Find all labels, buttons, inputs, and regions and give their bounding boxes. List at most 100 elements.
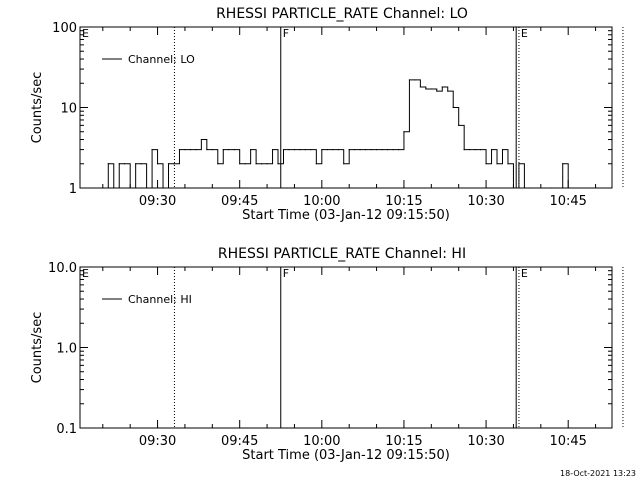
x-axis-label: Start Time (03-Jan-12 09:15:50) <box>242 208 450 223</box>
x-tick-label: 10:30 <box>467 194 504 209</box>
data-point <box>239 163 241 165</box>
data-point <box>271 148 274 151</box>
event-marker-label: F <box>283 27 289 40</box>
data-point <box>266 163 268 165</box>
data-point <box>375 148 378 151</box>
y-tick-label: 100 <box>52 21 77 36</box>
data-point <box>518 163 520 165</box>
data-point <box>551 187 553 188</box>
data-point <box>135 163 137 165</box>
legend-label: Channel: HI <box>128 293 192 306</box>
data-point <box>151 148 153 151</box>
data-point <box>102 187 104 188</box>
x-tick-label: 10:00 <box>303 434 340 449</box>
x-tick-label: 10:15 <box>385 434 422 449</box>
y-tick-label: 10 <box>60 102 77 117</box>
data-point <box>310 148 312 151</box>
x-tick-label: 10:45 <box>549 434 586 449</box>
x-tick-label: 09:45 <box>221 434 258 449</box>
data-point <box>200 138 202 141</box>
data-point <box>107 163 109 165</box>
data-point <box>167 163 170 165</box>
data-point <box>315 163 317 165</box>
data-point <box>485 163 487 165</box>
data-point <box>299 148 301 151</box>
data-point <box>326 148 328 151</box>
data-point <box>288 148 290 151</box>
x-tick-label: 09:30 <box>139 434 176 449</box>
data-point <box>474 148 476 151</box>
data-point <box>430 88 432 90</box>
data-point <box>211 148 213 151</box>
data-point <box>501 148 504 151</box>
data-point <box>173 163 175 165</box>
data-point <box>408 79 411 81</box>
chart-title: RHESSI PARTICLE_RATE Channel: HI <box>218 246 466 262</box>
data-point <box>124 163 126 165</box>
y-tick-label: 10.0 <box>48 261 77 276</box>
x-tick-label: 10:15 <box>385 194 422 209</box>
data-point <box>567 187 569 188</box>
data-point <box>392 148 394 151</box>
event-marker-label: F <box>283 267 289 280</box>
x-axis-label: Start Time (03-Jan-12 09:15:50) <box>242 448 450 463</box>
data-point <box>447 90 449 92</box>
data-point <box>556 187 558 188</box>
data-point <box>343 163 345 165</box>
x-tick-label: 09:30 <box>139 194 176 209</box>
data-point <box>304 148 306 151</box>
data-point <box>523 187 525 188</box>
data-point <box>441 86 443 88</box>
data-point <box>113 187 115 188</box>
data-point <box>414 79 416 81</box>
chart-title: RHESSI PARTICLE_RATE Channel: LO <box>216 6 468 22</box>
data-point <box>425 88 427 90</box>
data-point <box>562 163 564 165</box>
data-point <box>463 148 465 151</box>
data-point <box>403 131 405 133</box>
y-axis-label: Counts/sec <box>30 72 45 144</box>
data-point <box>496 163 498 165</box>
data-point <box>321 148 323 151</box>
data-point <box>507 163 509 165</box>
data-point <box>370 148 372 151</box>
data-point <box>332 148 334 151</box>
y-tick-label: 0.1 <box>56 422 77 437</box>
data-point <box>146 187 148 188</box>
data-point <box>337 148 339 151</box>
data-point <box>255 163 257 165</box>
data-point <box>233 148 235 151</box>
timestamp-label: 18-Oct-2021 13:23 <box>560 469 636 478</box>
data-point <box>118 163 120 165</box>
x-tick-label: 10:45 <box>549 194 586 209</box>
data-point <box>529 187 531 188</box>
data-point <box>129 187 131 188</box>
lo-channel-panel: RHESSI PARTICLE_RATE Channel: LO 1 10 100 09… <box>30 6 624 223</box>
data-point <box>452 106 454 109</box>
data-point <box>458 124 460 126</box>
data-point <box>354 148 356 151</box>
event-marker-label: E <box>521 267 528 280</box>
y-tick-label: 1.0 <box>56 342 77 357</box>
data-point <box>189 148 192 151</box>
data-point <box>156 163 159 165</box>
x-tick-label: 10:30 <box>467 434 504 449</box>
data-point <box>479 148 482 151</box>
data-point <box>397 148 400 151</box>
data-point <box>348 148 350 151</box>
data-point <box>490 148 493 151</box>
x-tick-label: 09:45 <box>221 194 258 209</box>
event-marker-label: E <box>82 27 89 40</box>
data-point <box>293 148 296 151</box>
data-point <box>222 148 224 151</box>
data-point <box>206 148 208 151</box>
data-point <box>228 148 230 151</box>
event-marker-label: E <box>82 267 89 280</box>
event-marker-label: E <box>521 27 528 40</box>
data-point <box>195 148 197 151</box>
data-point <box>217 163 219 165</box>
y-tick-label: 1 <box>69 182 77 197</box>
data-point <box>386 148 389 151</box>
data-point <box>436 90 438 92</box>
